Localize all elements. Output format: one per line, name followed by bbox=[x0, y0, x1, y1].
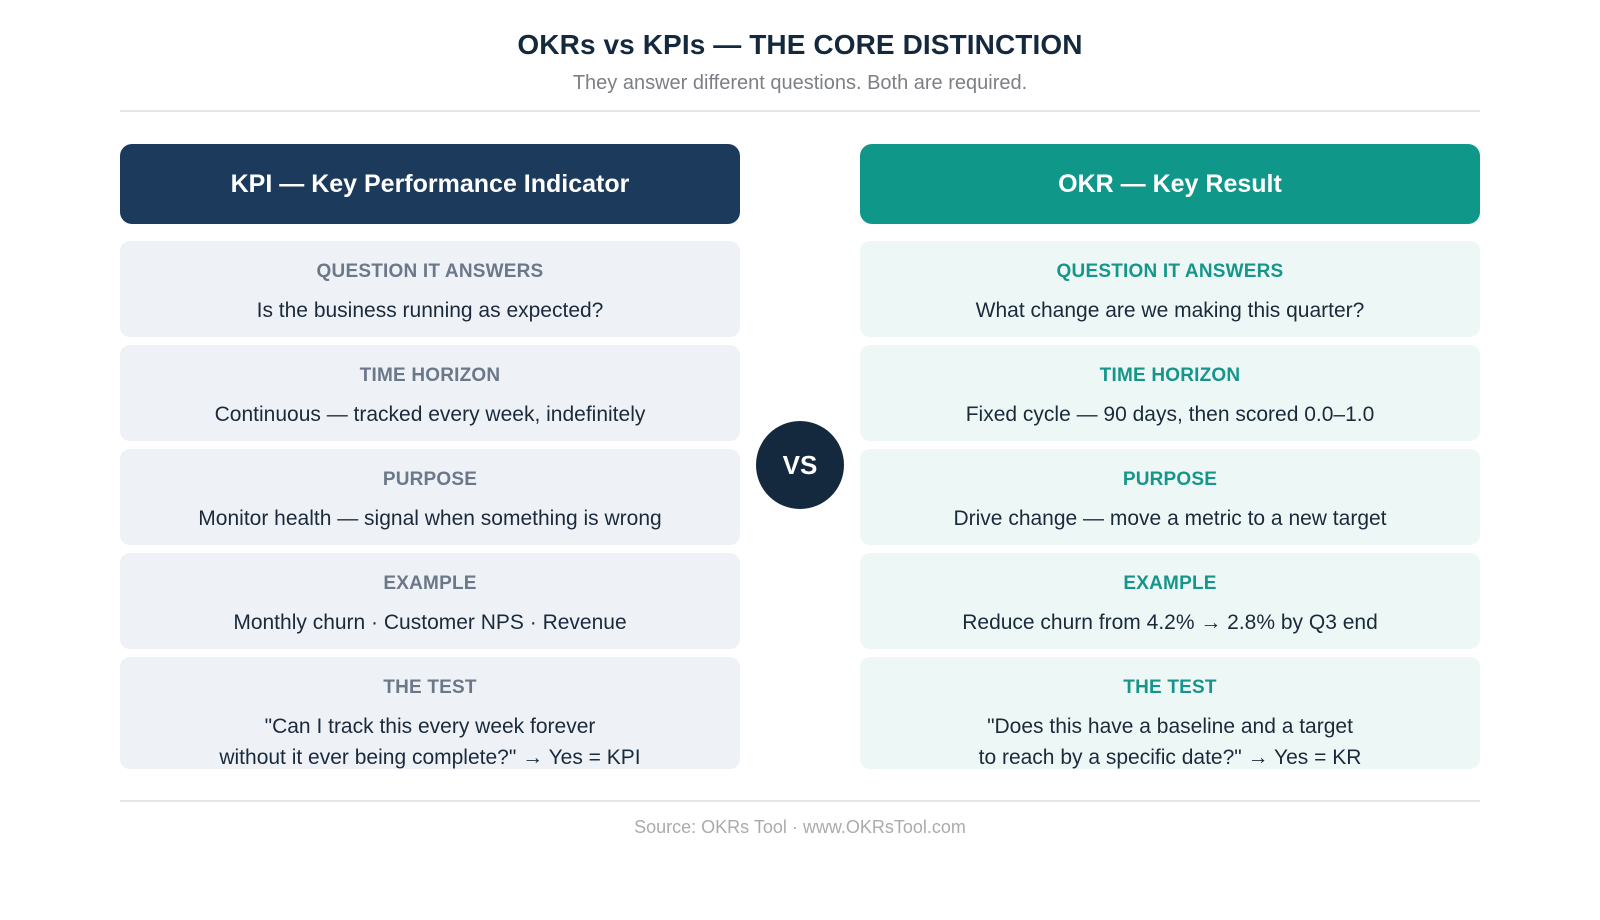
okr-card-label: QUESTION IT ANSWERS bbox=[1056, 261, 1284, 282]
kpi-card-value: Continuous — tracked every week, indefin… bbox=[214, 403, 646, 426]
page-title: OKRs vs KPIs — THE CORE DISTINCTION bbox=[517, 29, 1083, 60]
okr-card-time-horizon: TIME HORIZON Fixed cycle — 90 days, then… bbox=[860, 345, 1480, 441]
kpi-card-label: THE TEST bbox=[383, 677, 477, 698]
okr-card-label: TIME HORIZON bbox=[1099, 365, 1241, 386]
kpi-card-value: Is the business running as expected? bbox=[256, 299, 604, 322]
okr-card-value: Reduce churn from 4.2% → 2.8% by Q3 end bbox=[962, 611, 1378, 634]
kpi-card-label: TIME HORIZON bbox=[359, 365, 501, 386]
okr-test-line-1: "Does this have a baseline and a target bbox=[987, 715, 1353, 738]
kpi-card-purpose: PURPOSE Monitor health — signal when som… bbox=[120, 449, 740, 545]
okr-card-value: What change are we making this quarter? bbox=[975, 299, 1365, 322]
okr-column: OKR — Key Result QUESTION IT ANSWERS Wha… bbox=[860, 144, 1480, 769]
kpi-column: KPI — Key Performance Indicator QUESTION… bbox=[120, 144, 740, 769]
source-footer: Source: OKRs Tool · www.OKRsTool.com bbox=[634, 817, 966, 837]
okr-test-line-2: to reach by a specific date?" → Yes = KR bbox=[978, 746, 1362, 769]
kpi-card-the-test: THE TEST "Can I track this every week fo… bbox=[120, 657, 740, 769]
okr-column-header: OKR — Key Result bbox=[860, 144, 1480, 224]
bottom-divider bbox=[120, 800, 1480, 802]
kpi-card-value: "Can I track this every week forever wit… bbox=[120, 711, 740, 773]
kpi-test-line-2: without it ever being complete?" → Yes =… bbox=[219, 746, 641, 769]
okr-card-label: EXAMPLE bbox=[1123, 573, 1217, 594]
kpi-card-time-horizon: TIME HORIZON Continuous — tracked every … bbox=[120, 345, 740, 441]
kpi-card-label: PURPOSE bbox=[382, 469, 478, 490]
okr-card-value: Fixed cycle — 90 days, then scored 0.0–1… bbox=[965, 403, 1375, 426]
okr-card-question: QUESTION IT ANSWERS What change are we m… bbox=[860, 241, 1480, 337]
top-divider bbox=[120, 110, 1480, 112]
vs-badge: VS bbox=[756, 421, 844, 509]
kpi-card-question: QUESTION IT ANSWERS Is the business runn… bbox=[120, 241, 740, 337]
kpi-card-value: Monthly churn · Customer NPS · Revenue bbox=[233, 611, 627, 634]
okr-card-label: PURPOSE bbox=[1122, 469, 1218, 490]
kpi-test-line-1: "Can I track this every week forever bbox=[264, 715, 596, 738]
okr-card-purpose: PURPOSE Drive change — move a metric to … bbox=[860, 449, 1480, 545]
kpi-column-header: KPI — Key Performance Indicator bbox=[120, 144, 740, 224]
okr-card-example: EXAMPLE Reduce churn from 4.2% → 2.8% by… bbox=[860, 553, 1480, 649]
okr-card-value: Drive change — move a metric to a new ta… bbox=[953, 507, 1387, 530]
okr-card-value: "Does this have a baseline and a target … bbox=[860, 711, 1480, 773]
kpi-card-label: EXAMPLE bbox=[383, 573, 477, 594]
kpi-card-label: QUESTION IT ANSWERS bbox=[316, 261, 544, 282]
okr-card-the-test: THE TEST "Does this have a baseline and … bbox=[860, 657, 1480, 769]
kpi-card-example: EXAMPLE Monthly churn · Customer NPS · R… bbox=[120, 553, 740, 649]
okr-card-label: THE TEST bbox=[1123, 677, 1217, 698]
kpi-card-value: Monitor health — signal when something i… bbox=[198, 507, 662, 530]
page-subtitle: They answer different questions. Both ar… bbox=[572, 72, 1028, 94]
